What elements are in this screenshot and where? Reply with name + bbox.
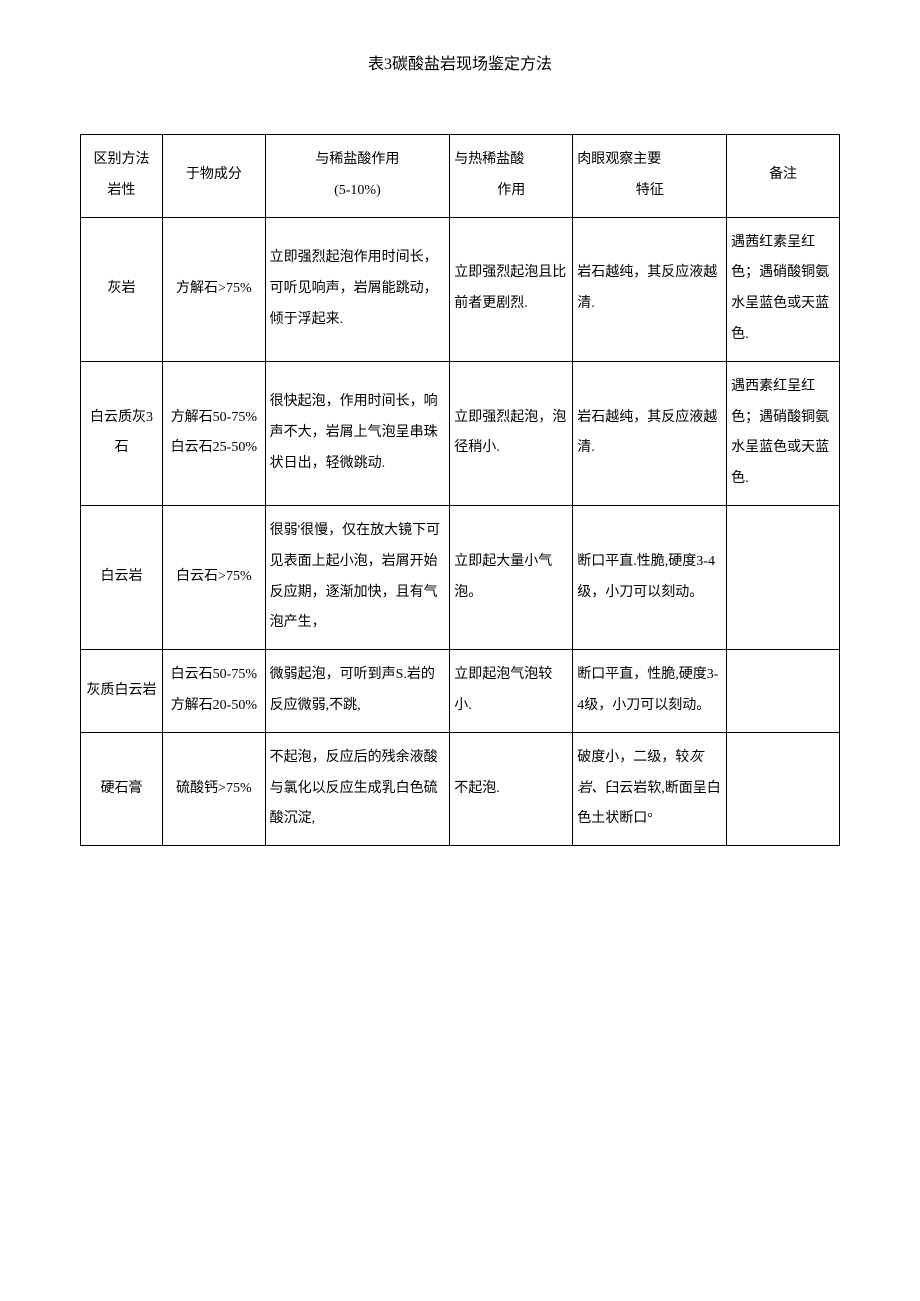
composition-cell: 白云石50-75%方解石20-50% (163, 650, 266, 733)
composition-cell: 方解石50-75%白云石25-50% (163, 361, 266, 505)
dilute-hcl-cell: 微弱起泡，可听到声S.岩的反应微弱,不跳, (265, 650, 450, 733)
remarks-cell (727, 650, 840, 733)
header-dilute-hcl-percent: (5-10%) (270, 176, 446, 207)
header-dilute-hcl: 与稀盐酸作用 (5-10%) (265, 135, 450, 218)
rock-name: 白云质灰3石 (81, 361, 163, 505)
header-composition: 于物成分 (163, 135, 266, 218)
header-method-label: 区别方法 (85, 145, 158, 176)
header-dilute-hcl-label: 与稀盐酸作用 (270, 145, 446, 176)
header-hot-hcl: 与热稀盐酸 作用 (450, 135, 573, 218)
remarks-cell: 遇西素红呈红色；遇硝酸铜氨水呈蓝色或天蓝色. (727, 361, 840, 505)
dilute-hcl-cell: 很快起泡，作用时间长，响声不大，岩屑上气泡呈串珠状日出，轻微跳动. (265, 361, 450, 505)
hot-hcl-cell: 不起泡. (450, 732, 573, 845)
header-rock-label: 岩性 (85, 176, 158, 207)
header-hot-hcl-label1: 与热稀盐酸 (454, 145, 568, 176)
header-visual-label2: 特征 (577, 176, 722, 207)
composition-cell: 硫酸钙>75% (163, 732, 266, 845)
header-hot-hcl-label2: 作用 (454, 176, 568, 207)
header-remarks: 备注 (727, 135, 840, 218)
table-row: 灰质白云岩 白云石50-75%方解石20-50% 微弱起泡，可听到声S.岩的反应… (81, 650, 840, 733)
table-header-row: 区别方法 岩性 于物成分 与稀盐酸作用 (5-10%) 与热稀盐酸 作用 肉眼观… (81, 135, 840, 218)
visual-text-1: 破度小，二级，较 (577, 750, 689, 765)
rock-name: 白云岩 (81, 505, 163, 649)
visual-cell: 断口平直.性脆,硬度3-4级，小刀可以刻动。 (573, 505, 727, 649)
identification-table: 区别方法 岩性 于物成分 与稀盐酸作用 (5-10%) 与热稀盐酸 作用 肉眼观… (80, 134, 840, 846)
composition-cell: 方解石>75% (163, 217, 266, 361)
hot-hcl-cell: 立即起大量小气泡。 (450, 505, 573, 649)
visual-cell: 破度小，二级，较灰岩、臼云岩软,断面呈白色土状断口° (573, 732, 727, 845)
rock-name: 灰质白云岩 (81, 650, 163, 733)
visual-cell: 断口平直，性脆,硬度3-4级，小刀可以刻动。 (573, 650, 727, 733)
table-title: 表3碳酸盐岩现场鉴定方法 (80, 50, 840, 74)
table-row: 白云岩 白云石>75% 很弱'很慢，仅在放大镜下可见表面上起小泡，岩屑开始反应期… (81, 505, 840, 649)
remarks-cell (727, 732, 840, 845)
visual-cell: 岩石越纯，其反应液越清. (573, 217, 727, 361)
hot-hcl-cell: 立即强烈起泡且比前者更剧烈. (450, 217, 573, 361)
header-visual-label1: 肉眼观察主要 (577, 145, 722, 176)
hot-hcl-cell: 立即强烈起泡，泡径稍小. (450, 361, 573, 505)
remarks-cell: 遇茜红素呈红色；遇硝酸铜氨水呈蓝色或天蓝色. (727, 217, 840, 361)
composition-cell: 白云石>75% (163, 505, 266, 649)
dilute-hcl-cell: 不起泡，反应后的残余液酸与氯化以反应生成乳白色硫酸沉淀, (265, 732, 450, 845)
rock-name: 硬石膏 (81, 732, 163, 845)
dilute-hcl-cell: 很弱'很慢，仅在放大镜下可见表面上起小泡，岩屑开始反应期，逐渐加快，且有气泡产生… (265, 505, 450, 649)
table-row: 硬石膏 硫酸钙>75% 不起泡，反应后的残余液酸与氯化以反应生成乳白色硫酸沉淀,… (81, 732, 840, 845)
rock-name: 灰岩 (81, 217, 163, 361)
header-method-rock: 区别方法 岩性 (81, 135, 163, 218)
table-row: 灰岩 方解石>75% 立即强烈起泡作用时间长，可听见响声，岩屑能跳动，倾于浮起来… (81, 217, 840, 361)
dilute-hcl-cell: 立即强烈起泡作用时间长，可听见响声，岩屑能跳动，倾于浮起来. (265, 217, 450, 361)
table-row: 白云质灰3石 方解石50-75%白云石25-50% 很快起泡，作用时间长，响声不… (81, 361, 840, 505)
remarks-cell (727, 505, 840, 649)
hot-hcl-cell: 立即起泡气泡较小. (450, 650, 573, 733)
visual-cell: 岩石越纯，其反应液越清. (573, 361, 727, 505)
header-visual: 肉眼观察主要 特征 (573, 135, 727, 218)
